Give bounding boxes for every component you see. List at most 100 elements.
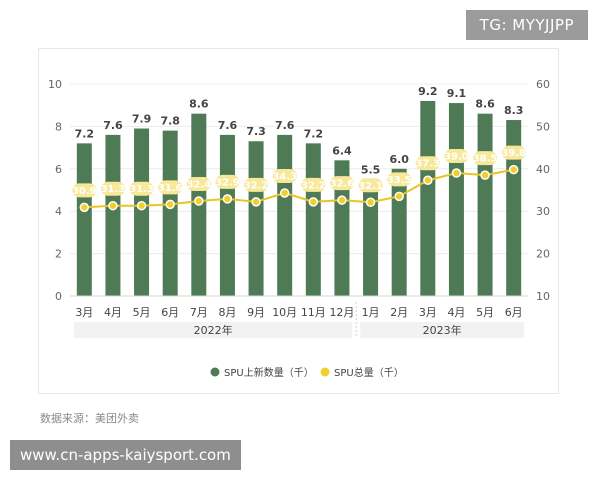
year-group-band (74, 322, 353, 338)
left-tick-label: 8 (55, 120, 62, 133)
category-label: 1月 (362, 306, 380, 319)
bar-value-label: 9.1 (447, 87, 467, 100)
line-point (394, 191, 404, 202)
right-tick-label: 20 (536, 248, 550, 261)
bar (76, 143, 92, 296)
line-label-pill (358, 178, 383, 193)
line-point (108, 200, 118, 211)
category-label: 4月 (104, 306, 122, 319)
line-value-label: 34.3 (272, 171, 297, 182)
line-value-label: 32.2 (301, 180, 326, 191)
line-label-pill (158, 180, 183, 195)
bar-value-label: 7.6 (103, 119, 123, 132)
bar (448, 103, 464, 296)
bar-value-label: 7.6 (218, 119, 238, 132)
line-point (194, 196, 204, 206)
line-label-pill (186, 177, 211, 192)
line-label-pill (244, 177, 269, 192)
line-point (308, 197, 319, 207)
line-value-label: 30.9 (72, 186, 97, 197)
line-label-pill (301, 177, 326, 192)
bar-value-label: 9.2 (418, 85, 438, 98)
line-point (222, 194, 233, 204)
line-point (136, 200, 147, 211)
right-tick-label: 30 (536, 205, 550, 218)
line-point (480, 170, 490, 180)
left-tick-label: 0 (55, 290, 62, 303)
legend-line-swatch (320, 367, 330, 377)
bar-value-label: 7.2 (75, 127, 95, 140)
category-label: 2月 (390, 306, 408, 319)
line-label-pill (329, 176, 354, 191)
line-label-pill (473, 151, 498, 166)
line-value-label: 31.3 (129, 184, 154, 195)
line-value-label: 32.2 (244, 180, 269, 191)
total-line (84, 168, 514, 209)
watermark-badge: TG: MYYJJPP (465, 10, 588, 40)
bar (420, 100, 436, 297)
bar (134, 128, 150, 296)
bar-value-label: 5.5 (361, 163, 381, 176)
category-label: 10月 (272, 306, 297, 319)
right-tick-label: 60 (536, 78, 550, 91)
left-tick-label: 6 (55, 163, 62, 176)
right-tick-label: 10 (536, 290, 550, 303)
line-point (365, 197, 376, 208)
line-label-pill (215, 174, 240, 189)
bar-value-label: 6.4 (332, 144, 352, 157)
left-tick-label: 10 (48, 78, 62, 91)
data-source-note: 数据来源：美团外卖 (40, 412, 139, 425)
line-value-label: 31.3 (101, 184, 126, 195)
line-point (251, 197, 261, 207)
bar-value-label: 8.6 (189, 98, 209, 111)
bar (334, 160, 350, 296)
right-tick-label: 50 (536, 120, 550, 133)
category-label: 5月 (133, 306, 151, 319)
bar (506, 120, 522, 296)
line-point (279, 188, 290, 198)
bar (248, 141, 264, 296)
line-label-pill (444, 149, 469, 164)
line-point (337, 195, 347, 205)
legend-line-label: SPU总量（千） (334, 366, 404, 379)
category-label: 6月 (161, 306, 179, 319)
line-value-label: 33.5 (387, 175, 412, 186)
line-label-pill (72, 183, 97, 198)
line-label-pill (100, 181, 125, 196)
bar (277, 134, 293, 296)
bar (305, 143, 321, 296)
line-value-label: 32.1 (358, 181, 383, 192)
line-value-label: 39.0 (444, 152, 469, 163)
line-point (451, 168, 462, 178)
category-label: 3月 (75, 306, 93, 319)
left-tick-label: 2 (55, 248, 62, 261)
year-group-label: 2023年 (423, 323, 462, 337)
bar-value-label: 8.6 (475, 98, 495, 111)
line-label-pill (129, 181, 154, 196)
category-label: 11月 (301, 306, 326, 319)
bar (477, 113, 493, 297)
line-point (165, 199, 175, 210)
line-point (79, 202, 90, 213)
line-value-label: 39.8 (501, 148, 526, 159)
bar-value-label: 6.0 (389, 153, 409, 166)
category-label: 6月 (505, 306, 523, 319)
line-label-pill (387, 172, 412, 187)
bar (219, 134, 235, 296)
bar (105, 134, 121, 296)
category-label: 8月 (218, 306, 236, 319)
line-value-label: 32.6 (330, 179, 355, 190)
legend-bar-swatch (210, 367, 220, 377)
category-label: 9月 (247, 306, 265, 319)
year-group-band (360, 322, 524, 338)
bar-value-label: 7.9 (132, 113, 152, 126)
year-group-label: 2022年 (194, 323, 233, 337)
legend-bar-label: SPU上新数量（千） (224, 366, 314, 379)
category-label: 3月 (419, 306, 437, 319)
category-label: 4月 (447, 306, 465, 319)
line-value-label: 32.4 (186, 180, 211, 191)
category-label: 5月 (476, 306, 494, 319)
line-value-label: 38.5 (473, 154, 498, 165)
left-tick-label: 4 (55, 205, 62, 218)
